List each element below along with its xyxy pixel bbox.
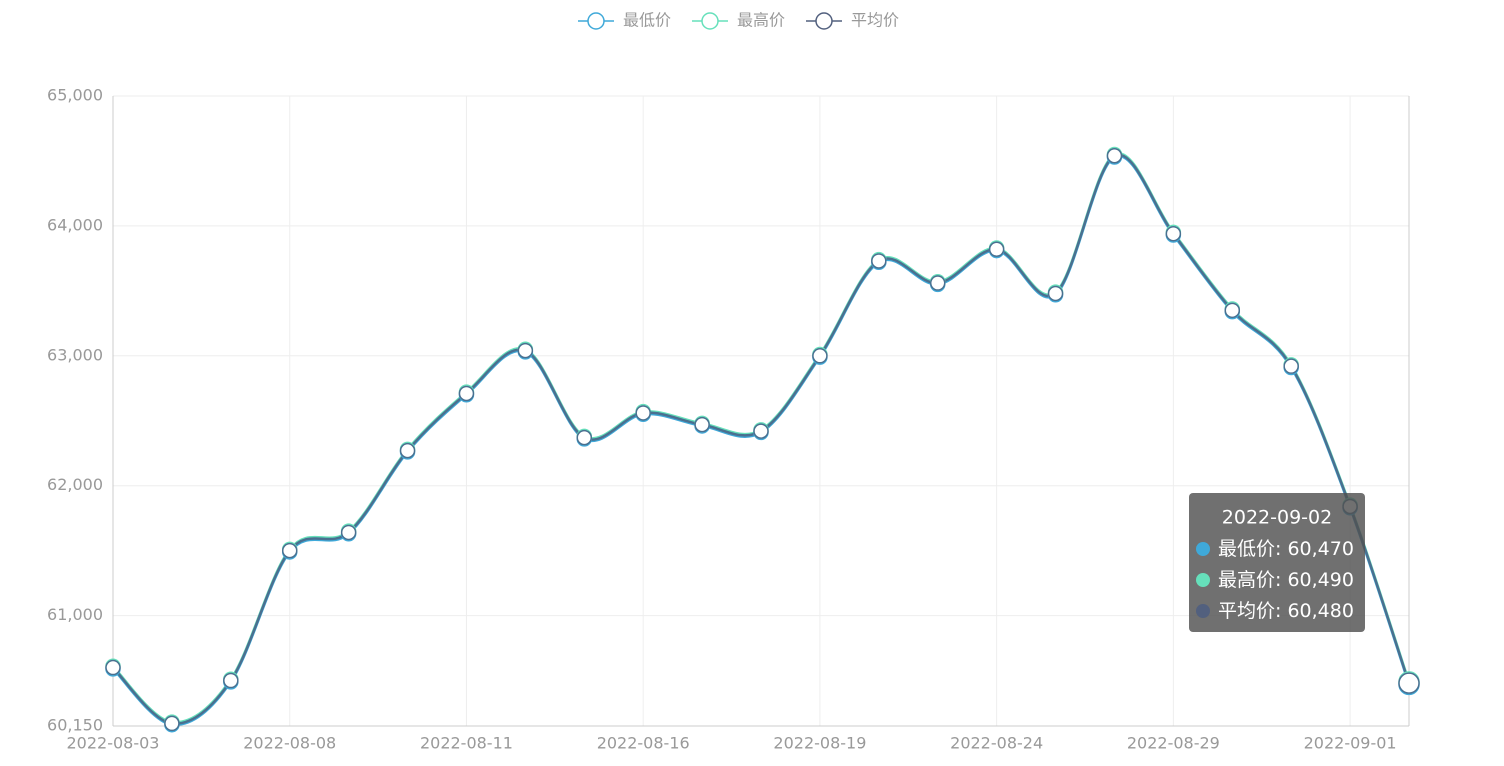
x-tick-label: 2022-08-24: [950, 734, 1043, 753]
tooltip-name: 最高价: [1218, 569, 1275, 591]
point: [105, 659, 121, 676]
x-tick-label: 2022-08-19: [773, 734, 866, 753]
point: [753, 423, 769, 439]
point: [1283, 358, 1299, 374]
x-tick-label: 2022-08-11: [420, 734, 513, 753]
legend-label: 平均价: [851, 11, 899, 30]
tooltip-dot: [1196, 542, 1210, 556]
point: [1398, 672, 1420, 694]
point: [1106, 148, 1123, 164]
x-tick-label: 2022-08-16: [597, 734, 690, 753]
point: [1165, 225, 1182, 242]
y-tick-label: 62,000: [47, 475, 103, 494]
x-tick-label: 2022-08-03: [67, 734, 160, 753]
legend-item: 平均价: [806, 11, 899, 30]
y-tick-label: 61,000: [47, 605, 103, 624]
tooltip-dot: [1196, 604, 1210, 618]
point: [223, 672, 239, 689]
tooltip-row: 平均价: 60,480: [1218, 600, 1354, 622]
point: [1047, 285, 1064, 302]
legend-icon: [701, 12, 719, 30]
y-tick-label: 63,000: [47, 345, 103, 364]
point: [812, 348, 828, 364]
point: [988, 241, 1005, 258]
point: [399, 442, 416, 459]
point: [517, 342, 534, 359]
point: [164, 715, 180, 732]
point: [929, 275, 946, 291]
tooltip-dot: [1196, 573, 1210, 587]
y-tick-label: 64,000: [47, 215, 103, 234]
legend-label: 最低价: [623, 11, 671, 30]
tooltip-box: [1189, 493, 1365, 632]
point: [281, 542, 298, 559]
tooltip-row: 最高价: 60,490: [1218, 569, 1354, 591]
tooltip-value: 60,490: [1287, 569, 1353, 591]
series-line: [112, 154, 1411, 726]
tooltip-sep: :: [1275, 569, 1287, 591]
y-tick-label: 65,000: [47, 86, 103, 105]
series-line: [112, 153, 1411, 725]
tooltip-name: 平均价: [1218, 600, 1275, 622]
legend-icon: [587, 12, 605, 30]
legend-label: 最高价: [737, 11, 785, 30]
legend: 最低价 最高价 平均价: [578, 11, 899, 30]
tooltip-value: 60,480: [1287, 600, 1353, 622]
y-tick-label: 60,150: [47, 716, 103, 735]
point: [340, 524, 357, 541]
point: [458, 385, 475, 402]
tooltip: 2022-09-02 最低价: 60,470 最高价: 60,490 平均价: 60,…: [1189, 493, 1365, 632]
tooltip-sep: :: [1275, 600, 1287, 622]
point: [871, 253, 887, 269]
legend-icon: [815, 12, 833, 30]
tooltip-sep: :: [1275, 538, 1287, 560]
legend-item: 最低价: [578, 11, 671, 30]
x-tick-label: 2022-08-29: [1127, 734, 1220, 753]
point: [635, 405, 651, 421]
x-tick-label: 2022-08-08: [243, 734, 336, 753]
point: [576, 429, 593, 446]
tooltip-value: 60,470: [1287, 538, 1353, 560]
tooltip-title: 2022-09-02: [1222, 507, 1332, 529]
tooltip-name: 最低价: [1218, 538, 1275, 560]
legend-item: 最高价: [692, 11, 785, 30]
point: [1224, 302, 1241, 319]
x-tick-label: 2022-09-01: [1304, 734, 1397, 753]
point: [694, 416, 710, 433]
tooltip-row: 最低价: 60,470: [1218, 538, 1354, 560]
